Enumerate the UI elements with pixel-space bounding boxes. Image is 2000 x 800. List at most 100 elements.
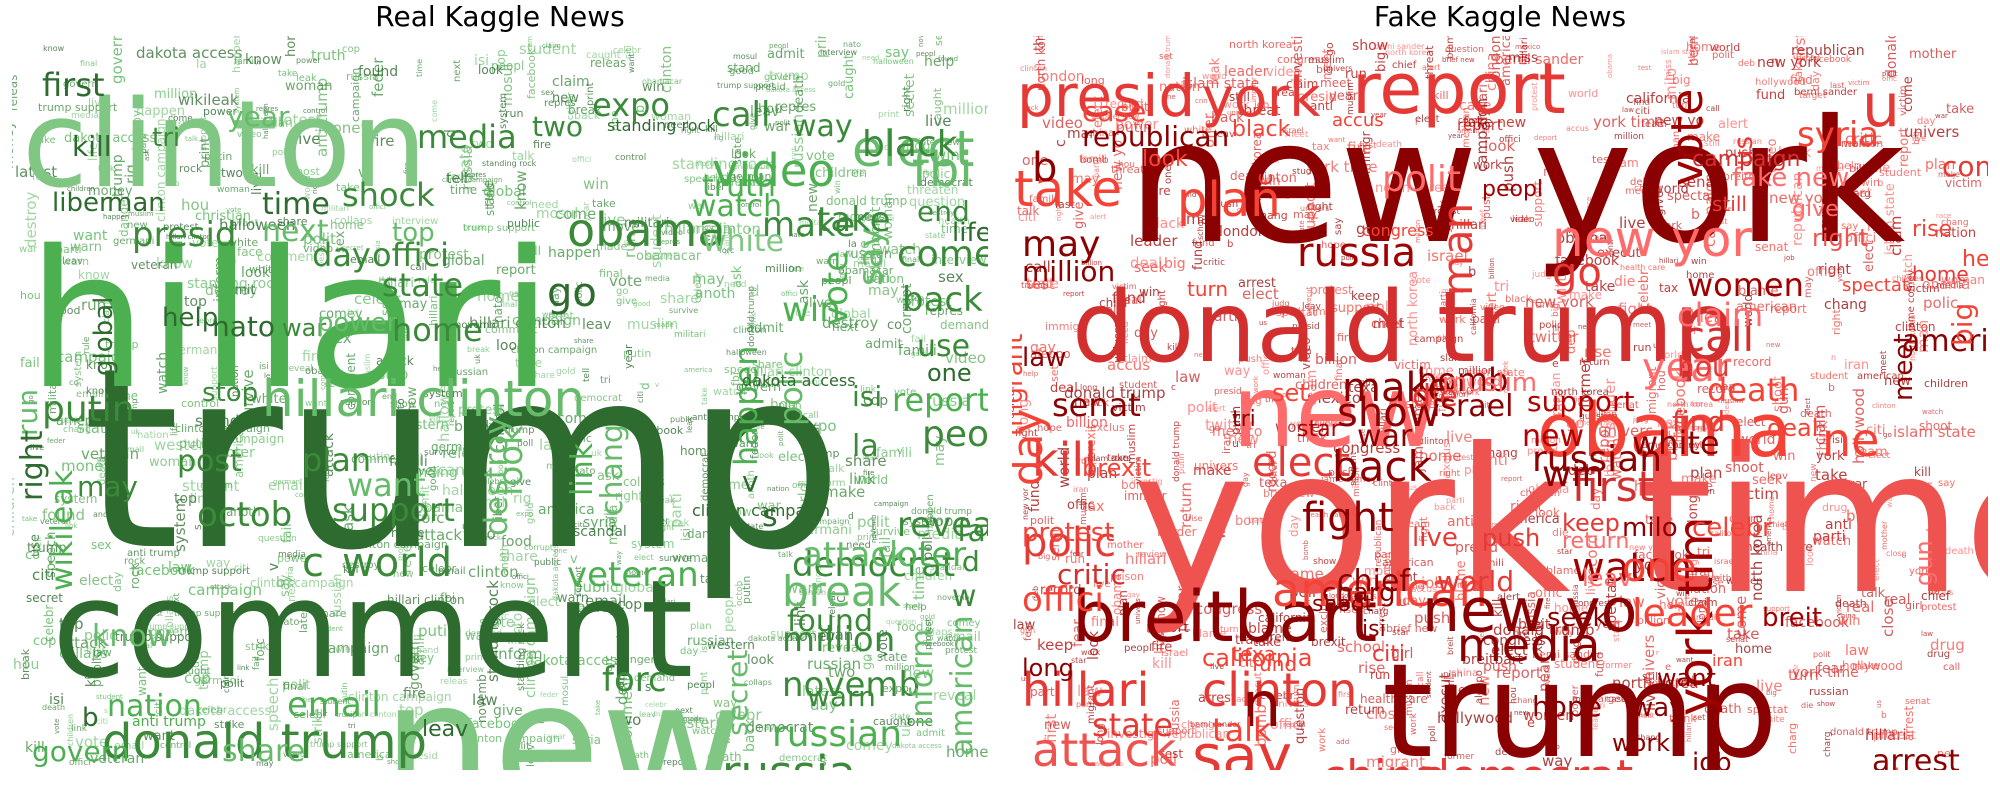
cloud-word-chief: chief [1768,520,1788,529]
cloud-word-state: state [890,712,910,721]
cloud-word-push: push [1483,659,1517,675]
cloud-word-support: support [574,566,583,597]
cloud-word-new-york: new york [1443,388,1480,397]
cloud-word-sex: sex [541,88,555,97]
cloud-word-call: call [1099,303,1120,317]
cloud-word-face: face [237,245,263,259]
cloud-word-muslim: muslim [1404,679,1415,716]
cloud-word-video: video [303,242,333,255]
cloud-word-russia: russia [926,392,971,410]
cloud-word-stop: stop [202,378,258,408]
cloud-word-life: life [86,143,100,161]
cloud-word-student: student [320,697,351,706]
cloud-word-big: big [1782,523,1796,533]
cloud-word-american: american [56,414,117,429]
cloud-word-univers: univers [1300,204,1329,213]
cloud-word-citi: citi [1479,401,1492,411]
cloud-word-leav: leav [62,256,83,267]
cloud-word-protest: protest [163,222,199,233]
cloud-word-student: student [1292,167,1327,177]
cloud-word-trump: trump [1021,281,1049,291]
cloud-word-elect: elect [1804,398,1812,415]
cloud-word-student: student [649,214,665,268]
cloud-word-watch: watch [1901,254,1915,290]
cloud-word-top: top [184,294,207,310]
cloud-word-donald-trump: donald trump [1172,421,1182,482]
cloud-word-email: email [76,389,104,400]
cloud-word-bomb: bomb [1252,704,1270,747]
cloud-word-latest: latest [539,436,581,454]
cloud-word-warn: warn [730,437,757,450]
cloud-word-top: top [59,615,84,633]
cloud-word-warn: warn [557,591,589,606]
cloud-word-new: new [805,183,821,212]
cloud-word-isi: isi [49,692,64,708]
cloud-word-test: test [1712,217,1727,226]
cloud-word-n: n [1831,353,1836,362]
cloud-word-move: move [603,220,639,235]
cloud-word-home: home [946,743,988,761]
cloud-word-vote: vote [1662,89,1713,186]
cloud-word-watch: watch [1812,534,1851,549]
cloud-word-man: man [1711,380,1735,393]
cloud-word-want: want [305,399,328,409]
cloud-word-russian: russian [845,247,892,262]
cloud-word-rise: rise [1339,605,1357,616]
cloud-word-fight: fight [1417,516,1430,542]
cloud-word-support: support [1331,301,1381,316]
cloud-word-woman: woman [1941,273,1985,287]
cloud-word-mexico: mexico [1212,424,1262,440]
cloud-word-voter: voter [877,535,966,575]
cloud-word-look: look [1805,545,1816,566]
cloud-word-peopl: peopl [687,680,715,691]
cloud-word-top: top [911,294,924,303]
cloud-word-scandal: scandal [573,524,627,540]
cloud-word-mosul: mosul [396,537,405,561]
cloud-word-plan: plan [1925,157,1955,173]
cloud-word-clinton: clinton [659,46,675,93]
cloud-word-victim: victim [1906,282,1940,295]
cloud-word-mosul: mosul [536,206,578,222]
cloud-word-destroy: destroy [342,560,380,571]
cloud-word-take: take [1585,279,1615,295]
cloud-word-survive: survive [239,369,257,424]
cloud-word-kill: kill [251,163,269,178]
cloud-word-campaign: campaign [874,500,909,508]
cloud-word-say: say [885,45,909,61]
cloud-word-children: children [66,714,75,746]
cloud-word-clinton: clinton [468,563,519,581]
cloud-word-go: go [860,654,875,670]
cloud-word-right: right [681,126,700,135]
cloud-word-threat: threat [1419,371,1443,380]
cloud-word-face: face [278,249,291,273]
cloud-word-polic: polic [772,351,810,426]
cloud-word-may: may [77,470,138,503]
cloud-word-live: live [88,96,108,109]
cloud-word-senat: senat [1755,240,1789,254]
cloud-word-know: know [512,170,530,210]
cloud-word-celebr: celebr [693,271,704,303]
cloud-word-right: right [615,489,643,503]
cloud-word-women: women [1523,708,1574,724]
cloud-word-demand: demand [465,629,502,639]
cloud-word-celebr: celebr [1260,689,1295,702]
cloud-word-hillari: hillari [1022,663,1149,717]
cloud-word-day: day [1012,409,1052,486]
cloud-word-make: make [99,109,109,134]
cloud-word-say: say [1192,722,1292,770]
cloud-word-system: system [423,387,463,400]
cloud-word-report: report [1496,664,1542,682]
cloud-word-rise: rise [1719,205,1732,213]
cloud-word-blame: blame [1738,284,1779,299]
cloud-word-gun: gun [1356,220,1385,238]
cloud-word-nation: nation [1443,390,1468,399]
cloud-word-face: face [441,332,459,364]
cloud-word-go: go [616,286,628,297]
cloud-word-world: world [303,175,313,200]
cloud-word-live: live [250,172,265,195]
cloud-word-million: million [782,620,895,660]
cloud-word-obamacar: obamacar [642,77,683,86]
cloud-word-turn: turn [1788,666,1819,684]
cloud-word-york-tim: york tim [1668,517,1724,716]
cloud-word-comment: comment [485,323,538,336]
